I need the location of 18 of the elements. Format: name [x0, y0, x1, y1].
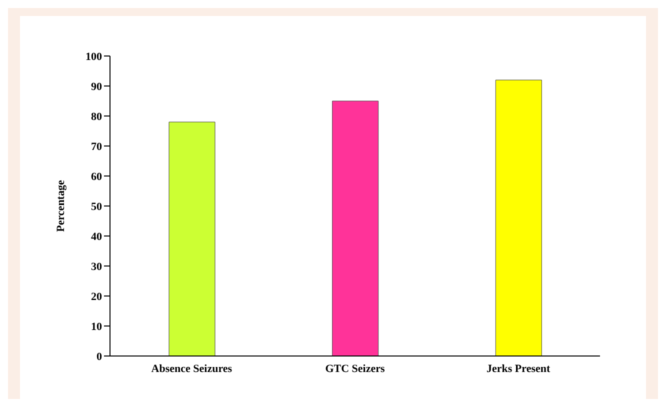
x-tick-label: Jerks Present: [486, 362, 550, 375]
bar: [332, 100, 379, 356]
y-tick-label: 50: [91, 200, 102, 213]
y-tick-label: 30: [91, 260, 102, 273]
y-tick-label: 10: [91, 320, 102, 333]
y-tick-label: 60: [91, 170, 102, 183]
bar: [495, 80, 542, 356]
y-tick-label: 0: [96, 350, 102, 363]
bar: [168, 122, 216, 356]
y-axis-title: Percentage: [54, 180, 67, 232]
x-tick-label: GTC Seizers: [325, 362, 386, 375]
y-tick-label: 70: [91, 140, 102, 153]
y-tick-label: 40: [91, 230, 102, 243]
y-tick-label: 100: [86, 50, 102, 63]
y-tick-label: 20: [91, 290, 102, 303]
y-tick-label: 90: [91, 80, 102, 93]
y-tick-label: 80: [91, 110, 102, 123]
x-tick-label: Absence Seizures: [151, 362, 233, 375]
